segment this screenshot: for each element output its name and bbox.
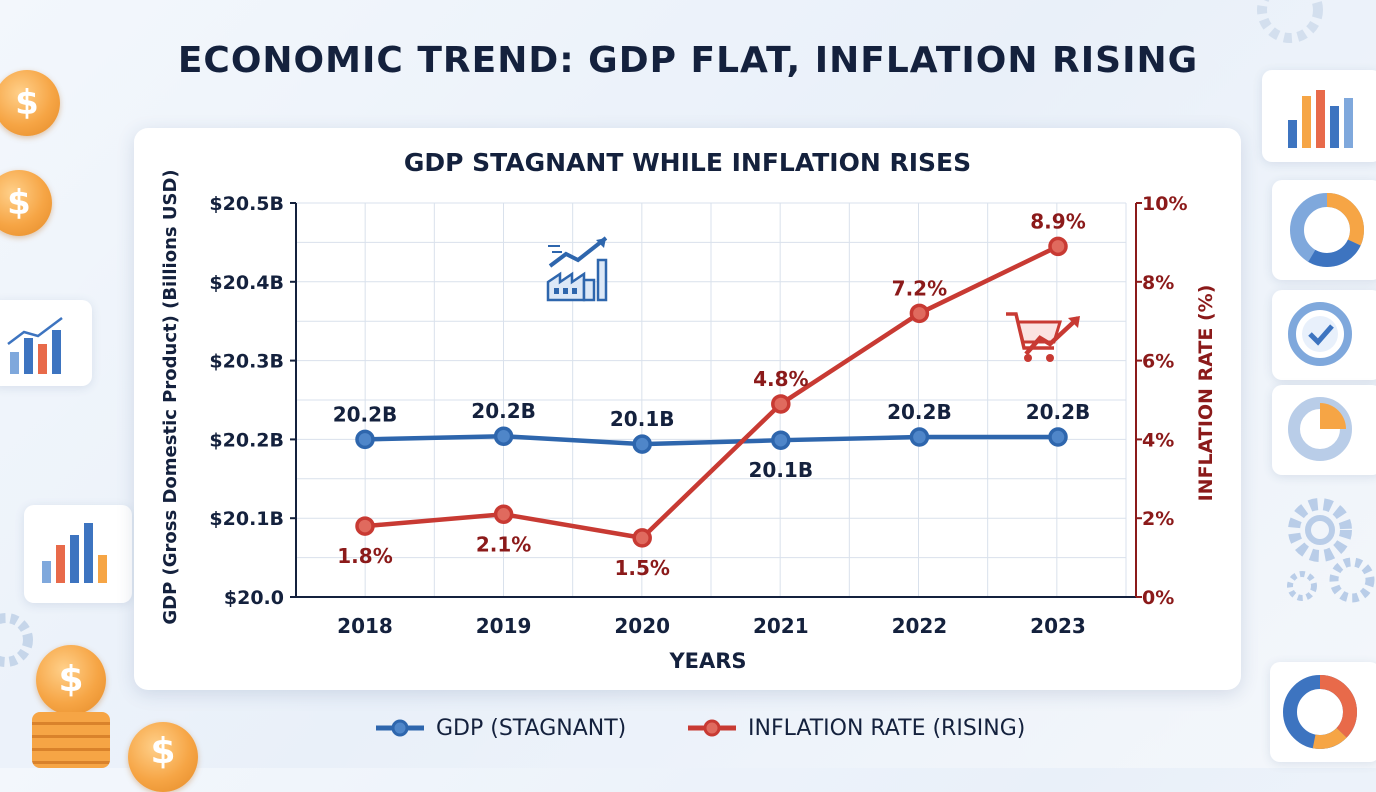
gear-icon (1280, 490, 1376, 614)
shopping-cart-icon (1006, 312, 1080, 362)
factory-icon (546, 236, 608, 302)
data-point-gdp (909, 427, 930, 447)
chart-title: GDP STAGNANT WHILE INFLATION RISES (403, 148, 972, 177)
legend-item-inflation: INFLATION RATE (RISING) (686, 710, 1025, 746)
x-axis-tick-label: 2023 (1030, 614, 1086, 638)
donut-chart-icon (1283, 675, 1357, 749)
data-label-inflation: 1.8% (337, 544, 392, 568)
y-axis-left-tick-label: $20.0 (224, 587, 284, 609)
data-point-inflation (909, 303, 930, 324)
data-point-inflation (771, 394, 791, 414)
dollar-coin-icon: $ (0, 170, 52, 236)
legend-swatch-gdp (376, 719, 424, 737)
data-point-gdp (632, 434, 652, 454)
data-label-gdp: 20.1B (610, 407, 675, 431)
bar-chart-card-icon (1262, 70, 1376, 162)
y-axis-left-tick-label: $20.2B (209, 429, 284, 451)
data-label-gdp: 20.2B (1026, 400, 1091, 424)
line-chart: $20.0 $20.1B $20.2B $20.3B $20.4B $20.5B 0% 2% 4… (160, 169, 1217, 673)
bar-chart-icon (42, 523, 107, 583)
donut-chart-icon (1290, 193, 1364, 267)
series-line-gdp (364, 433, 1058, 447)
data-point-gdp (1048, 427, 1068, 447)
y-axis-right-tick-label: 10% (1142, 193, 1187, 215)
y-axis-right-tick-label: 0% (1142, 587, 1174, 609)
data-label-gdp: 20.2B (471, 399, 536, 423)
coin-stack-icon (32, 712, 110, 768)
data-label-gdp: 20.2B (333, 402, 398, 426)
y-axis-left-tick-label: $20.3B (209, 351, 284, 373)
data-point-inflation (632, 528, 652, 548)
gear-icon (1250, 0, 1330, 64)
data-point-gdp (355, 429, 375, 450)
legend-label-inflation: INFLATION RATE (RISING) (748, 715, 1026, 741)
data-label-inflation: 7.2% (892, 276, 947, 300)
data-point-inflation (1048, 236, 1068, 257)
series-line-inflation (364, 244, 1059, 541)
bar-chart-card-icon (24, 505, 132, 603)
y-axis-right-tick-label: 8% (1142, 272, 1174, 294)
dollar-coin-icon: $ (36, 645, 106, 715)
data-label-gdp: 20.2B (887, 400, 952, 424)
x-axis-tick-label: 2021 (753, 614, 809, 638)
gear-icon (0, 600, 40, 684)
y-axis-left-tick-label: $20.1B (209, 508, 284, 530)
checkmark-card-icon (1272, 290, 1376, 380)
bar-chart-card-icon (0, 300, 92, 386)
chart-legend: GDP (STAGNANT) INFLATION RATE (RISING) (0, 710, 1376, 746)
y-axis-right-tick-label: 4% (1142, 429, 1174, 451)
pie-chart-card-icon (1272, 385, 1376, 475)
bar-chart-icon (7, 317, 63, 374)
legend-swatch-inflation (688, 719, 736, 737)
legend-label-gdp: GDP (STAGNANT) (436, 715, 627, 741)
page-title: ECONOMIC TREND: GDP FLAT, INFLATION RISI… (177, 40, 1199, 81)
y-axis-right-tick-label: 2% (1142, 508, 1174, 530)
y-axis-right-tick-label: 6% (1142, 351, 1174, 373)
checkmark-icon (1288, 302, 1352, 366)
data-point-gdp (493, 426, 514, 446)
data-label-inflation: 8.9% (1030, 209, 1085, 233)
x-axis-tick-label: 2022 (892, 614, 948, 638)
y-axis-left-title: GDP (Gross Domestic Product) (Billions U… (160, 169, 181, 624)
x-axis-tick-label: 2018 (337, 614, 393, 638)
dollar-coin-icon: $ (0, 70, 60, 136)
data-label-gdp: 20.1B (749, 458, 814, 482)
data-point-inflation (355, 516, 375, 536)
donut-chart-card-icon (1270, 662, 1376, 762)
bar-chart-icon (1288, 90, 1353, 148)
data-label-inflation: 1.5% (614, 556, 669, 580)
x-axis-tick-label: 2019 (476, 614, 532, 638)
pie-chart-icon (1288, 397, 1352, 461)
x-axis-title: YEARS (668, 649, 746, 673)
x-axis-tick-label: 2020 (614, 614, 670, 638)
donut-chart-card-icon (1272, 180, 1376, 280)
y-axis-right-title: INFLATION RATE (%) (1195, 285, 1217, 502)
data-point-gdp (771, 430, 791, 450)
data-label-inflation: 2.1% (476, 532, 531, 556)
y-axis-left-tick-label: $20.5B (209, 193, 284, 215)
data-label-inflation: 4.8% (753, 367, 808, 391)
legend-item-gdp: GDP (STAGNANT) (374, 710, 626, 746)
y-axis-left-tick-label: $20.4B (209, 272, 284, 294)
data-point-inflation (493, 504, 514, 525)
